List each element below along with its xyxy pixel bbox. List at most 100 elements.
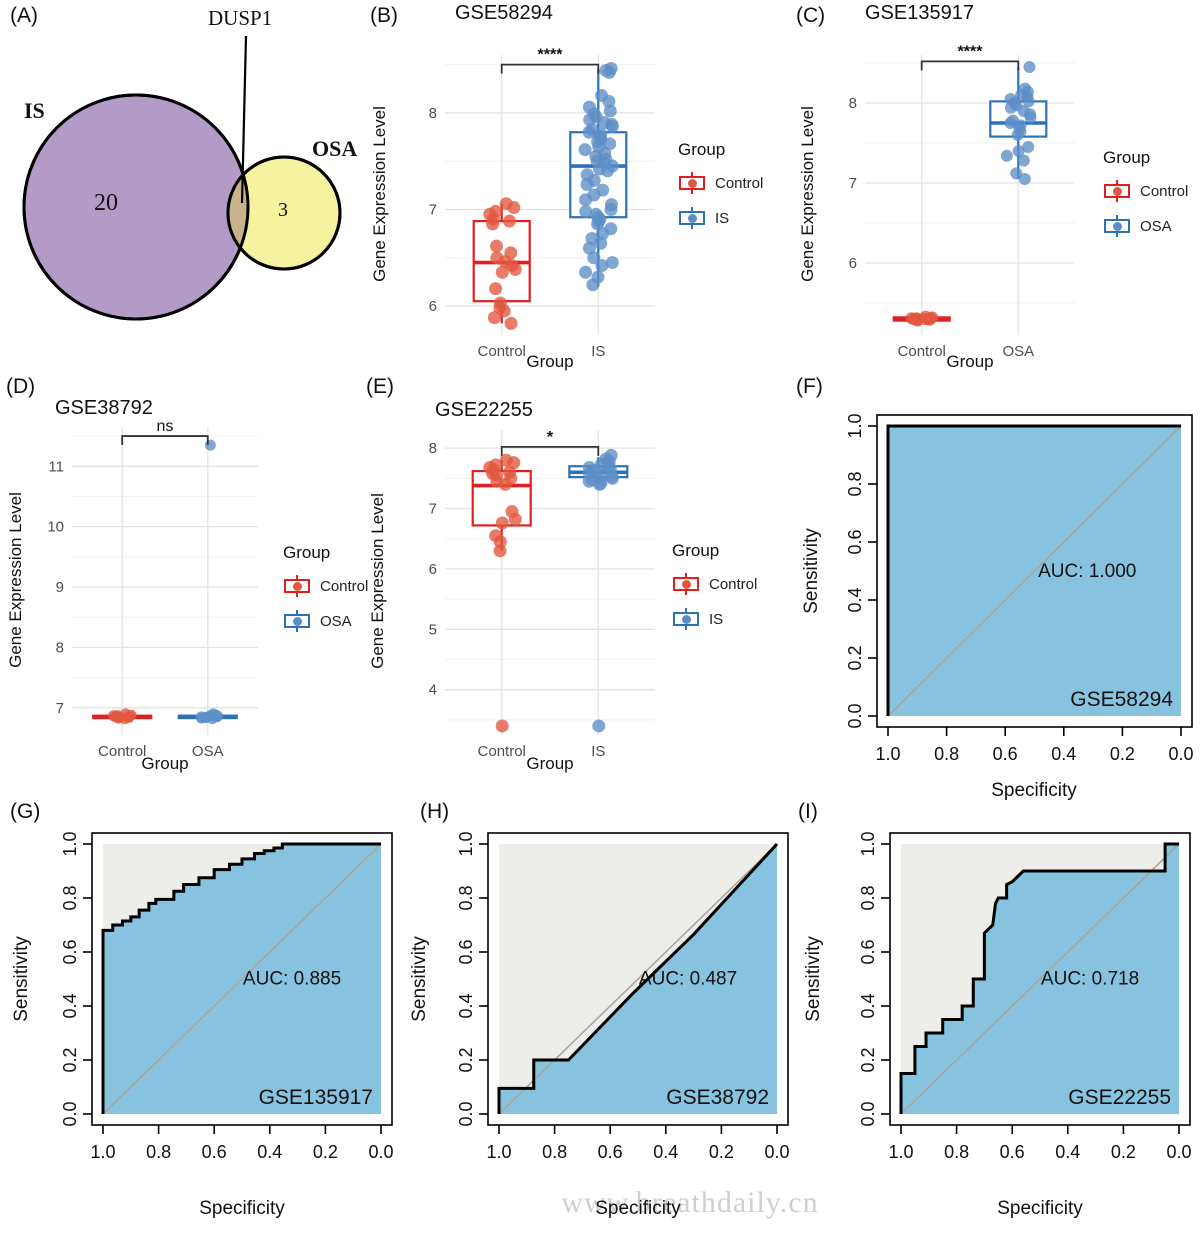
jitter-point: [502, 214, 516, 228]
y-tick-label: 0.8: [456, 885, 476, 910]
y-tick-label: 0.0: [858, 1101, 878, 1126]
jitter-point: [579, 204, 593, 218]
legend-label: Control: [1140, 182, 1189, 200]
jitter-point: [495, 265, 509, 279]
gene-pointer-line: [240, 35, 248, 204]
y-tick-label: 8: [849, 95, 857, 112]
x-tick-label: Control: [98, 743, 146, 760]
panel-label: (F): [796, 375, 823, 398]
x-tick-label: 0.2: [1110, 744, 1135, 764]
significance-bracket: [121, 435, 209, 446]
panel-label: (H): [420, 800, 450, 823]
y-tick-label: 9: [56, 579, 64, 596]
y-tick-label: 0.4: [456, 993, 476, 1018]
jitter-point: [493, 535, 507, 549]
venn-diagram: [22, 35, 342, 321]
x-tick-label: 0.6: [598, 1142, 623, 1162]
jitter-point: [582, 241, 596, 255]
x-axis-title: Specificity: [997, 1198, 1083, 1219]
x-axis-title: Specificity: [595, 1198, 681, 1219]
legend-item-is: IS: [678, 207, 763, 229]
boxplot-key-icon: [1103, 215, 1131, 237]
panel-label: (A): [10, 4, 38, 27]
legend-item-is: IS: [672, 608, 757, 630]
jitter-point: [582, 474, 596, 488]
x-tick-label: 1.0: [875, 744, 900, 764]
x-axis-title: Group: [526, 754, 574, 773]
jitter-point: [604, 202, 618, 216]
venn-count-is: 20: [94, 190, 118, 216]
legend: Group Control IS: [678, 140, 763, 242]
auc-value: AUC: 0.885: [243, 968, 341, 989]
venn-set-osa-label: OSA: [312, 136, 358, 161]
y-tick-label: 4: [429, 682, 437, 699]
y-tick-label: 6: [429, 561, 437, 578]
y-tick-label: 0.8: [845, 471, 865, 496]
boxplot-key-icon: [283, 575, 311, 597]
boxplot-gse58294: 6 7 8 Control IS ****: [429, 47, 655, 360]
y-tick-label: 1.0: [60, 831, 80, 856]
jitter-point: [1004, 117, 1017, 129]
jitter-point: [605, 471, 619, 485]
legend-item-control: Control: [283, 575, 368, 597]
y-tick-label: 1.0: [845, 413, 865, 438]
venn-gene-label: DUSP1: [208, 6, 273, 30]
dataset-label: GSE22255: [1068, 1086, 1171, 1109]
y-tick-label: 0.2: [456, 1047, 476, 1072]
roc-gse22255: 1.0 0.0 0.8 0.2 0.6 0.4 0.4 0.6 0.2 0.8 0.0 1.0 AUC:…: [858, 831, 1192, 1162]
roc-gse38792: 1.0 0.0 0.8 0.2 0.6 0.4 0.4 0.6 0.2 0.8 0.0 1.0 AUC:…: [456, 831, 790, 1162]
y-tick-label: 0.0: [60, 1101, 80, 1126]
y-axis-title: Gene Expression Level: [6, 492, 25, 668]
x-tick-label: IS: [591, 743, 605, 760]
y-tick-label: 0.0: [456, 1101, 476, 1126]
boxplot-key-icon: [1103, 180, 1131, 202]
jitter-point: [605, 256, 619, 270]
jitter-point: [591, 217, 605, 231]
y-tick-label: 0.6: [456, 939, 476, 964]
legend-item-osa: OSA: [1103, 215, 1188, 237]
boxplot-gse22255: 4 5 6 7 8 Control IS *: [429, 429, 655, 760]
panel-label: (I): [798, 800, 818, 823]
reference-diagonal: [498, 843, 778, 1115]
y-axis-title: Gene Expression Level: [370, 106, 389, 282]
x-axis-title: Specificity: [199, 1198, 285, 1219]
y-tick-label: 0.6: [858, 939, 878, 964]
y-axis-title: Gene Expression Level: [798, 106, 817, 282]
y-tick-label: 7: [429, 501, 437, 518]
panel-h-roc: (H) 1.0 0.0 0.8 0.2 0.6 0.4 0.4 0.6 0.2 0.8 0.0 1.0…: [400, 800, 790, 1233]
x-tick-label: 0.2: [709, 1142, 734, 1162]
jitter-point: [495, 516, 509, 530]
legend-title: Group: [283, 543, 331, 562]
jitter-point: [124, 710, 136, 722]
x-tick-label: 0.8: [944, 1142, 969, 1162]
x-tick-label: 0.0: [1168, 744, 1193, 764]
significance-bracket: [500, 446, 600, 456]
jitter-point: [605, 119, 619, 133]
jitter-point: [1000, 149, 1013, 162]
y-axis-title: Gene Expression Level: [368, 493, 387, 669]
x-tick-label: 0.4: [653, 1142, 678, 1162]
jitter-point: [1017, 154, 1030, 167]
jitter-point: [602, 94, 616, 108]
roc-gse58294: 1.0 0.0 0.8 0.2 0.6 0.4 0.4 0.6 0.2 0.8 0.0 1.0 AUC:…: [845, 413, 1194, 764]
panel-label: (B): [370, 4, 398, 27]
panel-label: (E): [366, 375, 394, 398]
boxplot-key-icon: [678, 207, 706, 229]
roc-gse135917: 1.0 0.0 0.8 0.2 0.6 0.4 0.4 0.6 0.2 0.8 0.0 1.0 AUC:…: [60, 831, 394, 1162]
y-tick-label: 7: [849, 175, 857, 192]
jitter-point: [1011, 129, 1024, 141]
significance-label: ****: [958, 43, 984, 60]
jitter-point: [582, 125, 596, 139]
y-tick-label: 0.4: [60, 993, 80, 1018]
boxplot-gse135917: 6 7 8 Control OSA ****: [849, 43, 1075, 360]
legend-item-control: Control: [678, 172, 763, 194]
y-tick-label: 0.2: [858, 1047, 878, 1072]
jitter-point: [487, 311, 501, 325]
y-tick-label: 0.8: [60, 885, 80, 910]
jitter-point: [495, 719, 509, 733]
x-tick-label: 0.6: [993, 744, 1018, 764]
y-axis-title: Sensitivity: [803, 936, 824, 1022]
y-tick-label: 1.0: [456, 831, 476, 856]
jitter-point: [601, 164, 615, 178]
